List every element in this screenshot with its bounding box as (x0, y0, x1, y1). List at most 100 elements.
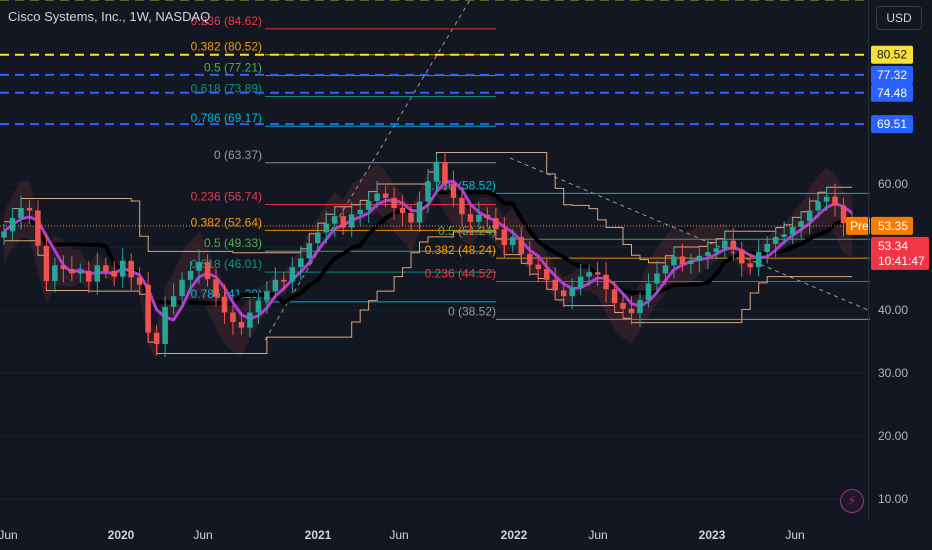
candle-body (459, 197, 465, 215)
level-price-tag (871, 45, 913, 64)
candle-body (476, 214, 482, 222)
y-tick-label: 20.00 (878, 429, 908, 443)
level-price-tag (871, 83, 913, 102)
candle-body (620, 303, 626, 309)
candle-body (281, 279, 287, 282)
candle-body (493, 218, 499, 230)
fib-level-label: 0.236 (84.62) (191, 14, 262, 28)
fib-level-label: 0.382 (80.52) (191, 40, 262, 54)
candle-body (289, 267, 296, 282)
level-price-tag (871, 65, 913, 84)
dashed-levels (0, 0, 868, 126)
candle-body (679, 256, 686, 265)
x-tick-label: 2023 (699, 528, 726, 542)
candle-body (306, 243, 313, 259)
candle-body (603, 274, 609, 290)
candle-body (535, 264, 541, 270)
lightning-icon[interactable]: ⚡ (840, 489, 864, 513)
time-axis[interactable]: Jun 2020 Jun 2021 Jun 2022 Jun 2023 Jun (0, 528, 805, 542)
candle-body (764, 243, 770, 253)
candle-body (111, 270, 117, 277)
fib-level-label: 0 (38.52) (448, 304, 496, 318)
candle-body (772, 236, 779, 244)
candle-body (408, 212, 414, 223)
price-axis[interactable]: 60.0050.0040.0030.0020.0010.0080.5277.32… (846, 45, 929, 506)
candle-body (272, 279, 279, 292)
candle-body (230, 312, 236, 322)
candle-body (713, 248, 720, 253)
candle-body (518, 236, 525, 254)
candle-body (781, 234, 787, 237)
pre-label: Pre (850, 219, 869, 233)
candle-body (806, 210, 813, 222)
candle-body (9, 218, 16, 232)
x-tick-label: Jun (785, 528, 804, 542)
candle-body (298, 258, 304, 268)
last-price-tag (871, 236, 929, 270)
x-tick-label: Jun (0, 528, 18, 542)
candle-body (586, 272, 592, 277)
candle-body (331, 216, 338, 224)
candle-body (399, 207, 406, 213)
fib-level-label: 0.382 (48.24) (425, 243, 496, 257)
candle-body (323, 223, 329, 233)
candle-body (382, 193, 389, 198)
candle-body (467, 214, 474, 222)
candle-body (577, 276, 584, 288)
candle-body (823, 196, 830, 202)
x-tick-label: 2022 (501, 528, 528, 542)
x-tick-label: 2020 (108, 528, 135, 542)
candle-body (450, 183, 457, 198)
x-tick-label: 2021 (305, 528, 332, 542)
candle-body (798, 221, 804, 227)
candle-body (204, 262, 211, 280)
candle-body (43, 245, 50, 282)
fib-level-label: 0.786 (69.17) (191, 111, 262, 125)
candle-body (747, 263, 753, 268)
premarket-price-label: 53.35 (878, 219, 908, 233)
x-tick-label: Jun (389, 528, 408, 542)
y-tick-label: 10.00 (878, 492, 908, 506)
candle-body (94, 265, 101, 282)
candle-body (255, 300, 262, 313)
candle-body (501, 229, 508, 246)
candle-body (510, 236, 516, 246)
y-tick-label: 60.00 (878, 177, 908, 191)
x-tick-label: Jun (193, 528, 212, 542)
premarket-price-tag (871, 216, 913, 235)
currency-button[interactable]: USD (876, 6, 922, 30)
candle-body (1, 231, 7, 238)
fib-level-label: 0.5 (77.21) (204, 61, 262, 75)
fibonacci-retracements: 0.236 (84.62)0.382 (80.52)0.5 (77.21)0.6… (191, 14, 870, 320)
fib-level-label: 0.236 (56.74) (191, 190, 262, 204)
candle-body (442, 161, 448, 184)
candle-body (671, 256, 677, 266)
candle-body (730, 240, 737, 250)
candle-body (527, 253, 533, 265)
candle-body (35, 210, 41, 246)
candle-body (815, 201, 821, 211)
candle-body (103, 265, 109, 271)
candle-body (739, 249, 745, 264)
level-price-label: 69.51 (877, 117, 907, 131)
last-price-label: 53.34 (878, 239, 908, 253)
candle-body (560, 290, 567, 297)
y-tick-label: 30.00 (878, 366, 908, 380)
candle-body (18, 207, 24, 219)
level-price-label: 74.48 (877, 86, 907, 100)
candle-body (696, 255, 703, 261)
level-price-tag (871, 115, 913, 134)
candle-body (789, 226, 796, 235)
candle-body (86, 270, 92, 282)
candle-body (145, 284, 151, 333)
bar-countdown-label: 10:41:47 (878, 254, 925, 268)
candle-body (136, 277, 143, 285)
candle-body (52, 265, 58, 282)
candle-body (128, 260, 134, 278)
x-tick-label: Jun (588, 528, 607, 542)
trendline-up (264, 0, 471, 341)
candle-body (611, 289, 618, 304)
candle-body (662, 265, 669, 274)
candle-body (637, 299, 643, 314)
